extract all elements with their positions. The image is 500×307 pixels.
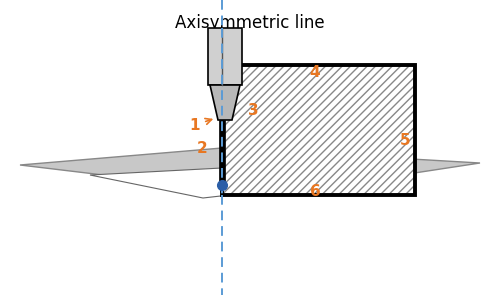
Text: 4: 4 <box>310 64 320 80</box>
Bar <box>208 28 242 85</box>
Bar <box>222 65 415 195</box>
Text: 3: 3 <box>248 103 258 118</box>
Text: 5: 5 <box>400 133 410 147</box>
Text: Axisymmetric line: Axisymmetric line <box>175 14 325 32</box>
Bar <box>222 65 415 195</box>
Text: 6: 6 <box>310 185 321 200</box>
Text: 1: 1 <box>190 118 212 133</box>
Bar <box>219 120 225 185</box>
Polygon shape <box>90 168 335 198</box>
Text: 2: 2 <box>197 141 208 156</box>
Polygon shape <box>20 148 480 195</box>
Polygon shape <box>210 85 240 120</box>
